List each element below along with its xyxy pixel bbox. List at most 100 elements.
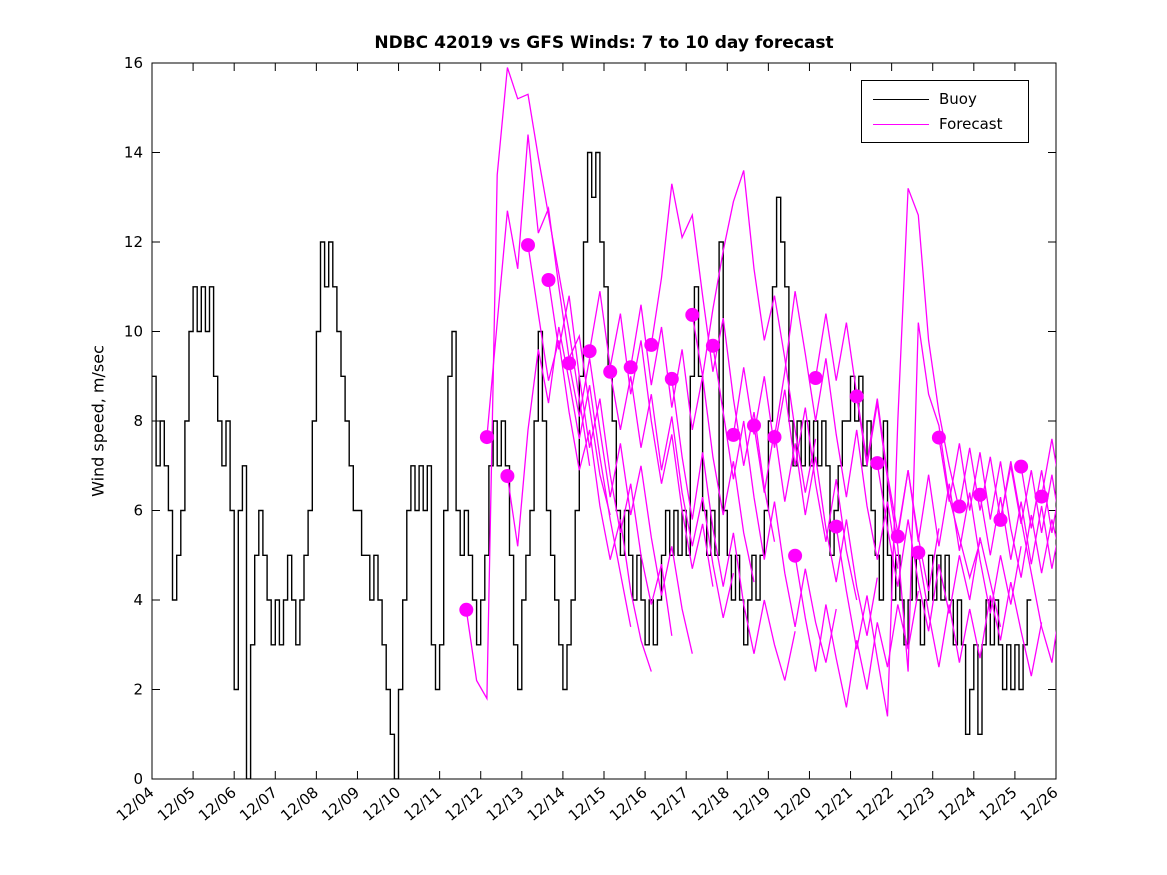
forecast-segment xyxy=(671,378,796,681)
x-tick-label: 12/17 xyxy=(647,783,692,825)
forecast-segment xyxy=(527,245,652,672)
forecast-marker-dot xyxy=(459,602,474,617)
y-tick-label: 10 xyxy=(124,323,143,341)
forecast-marker-dot xyxy=(521,238,535,253)
y-tick-label: 8 xyxy=(133,412,143,430)
forecast-segment xyxy=(773,291,899,569)
x-tick-label: 12/11 xyxy=(401,783,446,825)
forecast-segment xyxy=(794,555,919,708)
forecast-marker-dot xyxy=(973,487,987,502)
forecast-segment xyxy=(835,188,961,717)
legend-label-buoy: Buoy xyxy=(939,90,977,108)
x-tick-label: 12/07 xyxy=(236,783,281,825)
legend-item-buoy: Buoy xyxy=(862,91,1028,107)
forecast-markers xyxy=(459,238,1049,617)
forecast-segment xyxy=(486,134,611,516)
forecast-segment xyxy=(1020,466,1056,534)
x-tick-label: 12/15 xyxy=(565,783,610,825)
forecast-marker-dot xyxy=(931,430,946,445)
x-tick-label: 12/26 xyxy=(1017,783,1062,825)
forecast-marker-dot xyxy=(767,430,782,445)
x-tick-label: 12/13 xyxy=(483,783,528,825)
forecast-segment xyxy=(938,437,1056,578)
y-tick-label: 16 xyxy=(124,54,143,72)
forecast-marker-dot xyxy=(664,371,679,386)
x-tick-label: 12/19 xyxy=(729,783,774,825)
forecast-segment xyxy=(568,358,693,654)
forecast-marker-dot xyxy=(644,337,659,352)
forecast-segment xyxy=(609,371,735,619)
forecast-segment xyxy=(1040,438,1056,497)
x-tick-label: 12/06 xyxy=(195,783,240,825)
forecast-marker-dot xyxy=(582,344,597,359)
forecast-segment xyxy=(958,447,1056,534)
forecast-segment xyxy=(630,304,755,583)
x-tick-label: 12/05 xyxy=(154,783,199,825)
forecast-segment xyxy=(897,470,1022,614)
forecast-marker-dot xyxy=(849,389,864,404)
forecast-marker-dot xyxy=(829,519,844,534)
forecast-marker-dot xyxy=(870,456,885,471)
x-tick-label: 12/08 xyxy=(277,783,322,825)
x-tick-label: 12/23 xyxy=(894,783,939,825)
forecast-segment xyxy=(465,67,591,701)
y-tick-label: 12 xyxy=(124,233,143,251)
y-axis-label: Wind speed, m/sec xyxy=(88,345,108,497)
forecast-segment xyxy=(712,345,837,663)
forecast-marker-dot xyxy=(726,427,741,442)
forecast-line-swatch xyxy=(873,123,929,125)
x-tick-label: 12/12 xyxy=(442,783,487,825)
forecast-marker-dot xyxy=(808,371,823,385)
y-tick-label: 6 xyxy=(133,502,143,520)
y-tick-label: 0 xyxy=(133,770,143,788)
forecast-marker-dot xyxy=(541,273,556,287)
forecast-marker-dot xyxy=(562,356,577,371)
x-tick-label: 12/09 xyxy=(318,783,363,825)
x-tick-label: 12/21 xyxy=(811,783,856,825)
x-tick-label: 12/24 xyxy=(935,783,980,825)
buoy-line-swatch xyxy=(873,98,929,100)
forecast-marker-dot xyxy=(603,364,618,379)
legend: Buoy Forecast xyxy=(861,80,1029,143)
forecast-segment xyxy=(732,367,858,601)
forecast-segment xyxy=(650,183,776,542)
y-tick-label: 2 xyxy=(133,681,143,699)
forecast-marker-dot xyxy=(1034,489,1049,504)
forecast-segment xyxy=(506,326,632,628)
forecast-segment xyxy=(917,552,1043,677)
y-tick-label: 4 xyxy=(133,591,143,609)
forecast-marker-dot xyxy=(952,499,967,514)
forecast-marker-dot xyxy=(993,512,1008,527)
forecast-segment xyxy=(999,461,1056,663)
x-tick-label: 12/10 xyxy=(359,783,404,825)
forecast-segment xyxy=(753,425,878,636)
forecast-marker-dot xyxy=(500,469,515,483)
forecast-marker-dot xyxy=(1014,459,1029,474)
forecast-segment xyxy=(691,170,817,493)
forecast-marker-dot xyxy=(705,338,720,353)
buoy-series-line xyxy=(152,151,1032,779)
forecast-marker-dot xyxy=(890,529,905,544)
forecast-marker-dot xyxy=(911,545,926,560)
forecast-segment xyxy=(876,462,1002,632)
forecast-marker-dot xyxy=(685,307,700,322)
x-tick-label: 12/14 xyxy=(524,783,569,825)
chart-title: NDBC 42019 vs GFS Winds: 7 to 10 day for… xyxy=(374,33,834,53)
legend-label-forecast: Forecast xyxy=(939,115,1003,133)
y-tick-label: 14 xyxy=(124,144,143,162)
legend-item-forecast: Forecast xyxy=(862,116,1028,132)
forecast-segment xyxy=(979,494,1056,569)
x-tick-label: 12/16 xyxy=(606,783,651,825)
x-tick-label: 12/20 xyxy=(770,783,815,825)
forecast-marker-dot xyxy=(747,418,761,433)
x-tick-label: 12/25 xyxy=(976,783,1021,825)
x-tick-label: 12/22 xyxy=(853,783,898,825)
axes xyxy=(151,62,1057,780)
forecast-series-lines xyxy=(465,67,1056,717)
forecast-marker-dot xyxy=(788,548,803,563)
forecast-marker-dot xyxy=(623,360,638,375)
x-tick-label: 12/18 xyxy=(688,783,733,825)
forecast-segment xyxy=(547,279,673,636)
